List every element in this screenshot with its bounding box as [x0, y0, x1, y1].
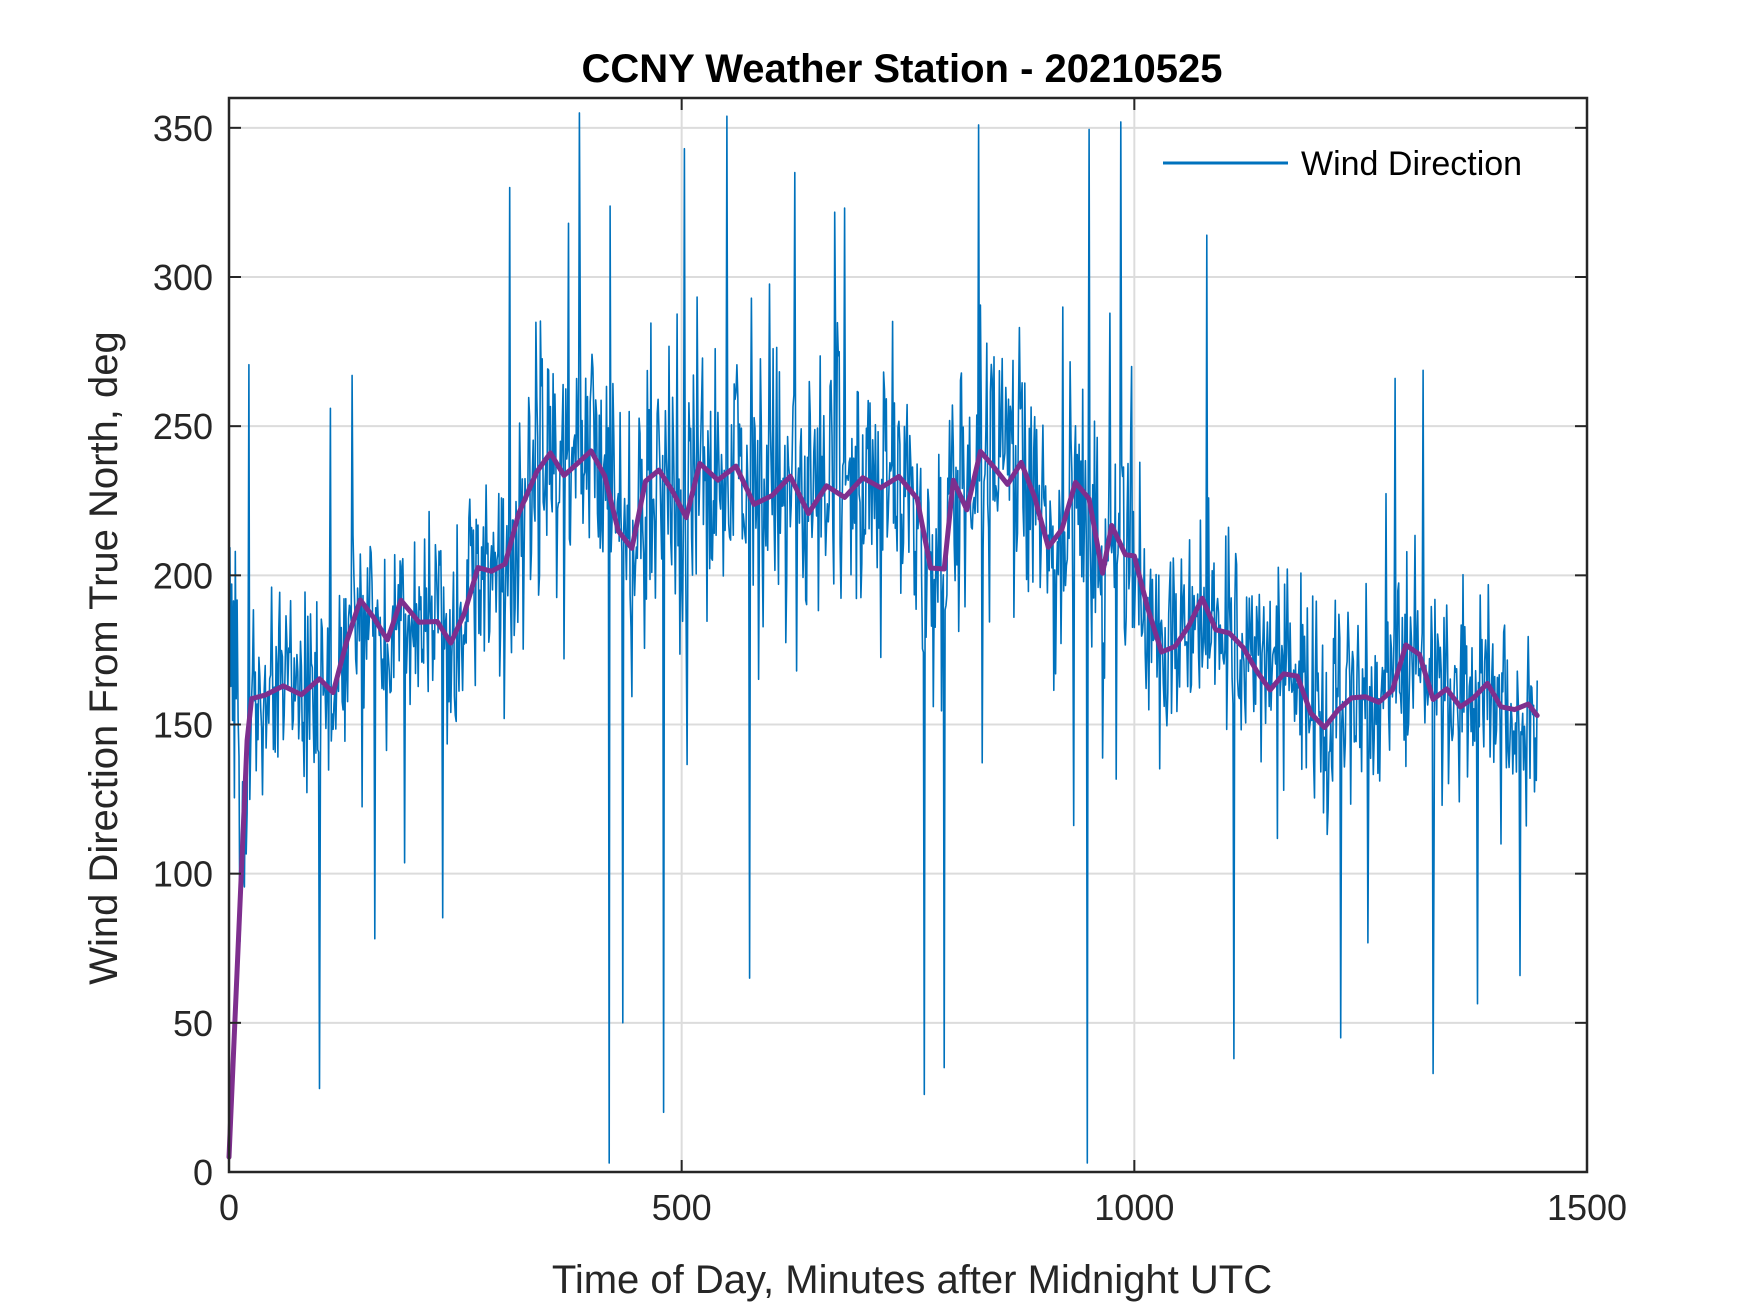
smoothed-trend-line: [226, 448, 1540, 1160]
legend: Wind Direction: [1163, 145, 1522, 183]
x-tick-labels: 0 500 1000 1500: [219, 1187, 1627, 1228]
wind-direction-series: [228, 112, 1538, 1164]
y-tick-label: 350: [153, 108, 213, 149]
x-tick-label: 500: [652, 1187, 712, 1228]
y-tick-label: 50: [173, 1003, 213, 1044]
y-tick-labels: 0 50 100 150 200 250 300 350: [153, 108, 213, 1193]
x-tick-label: 1500: [1547, 1187, 1627, 1228]
legend-label-wind-direction: Wind Direction: [1301, 145, 1522, 183]
y-tick-label: 0: [193, 1152, 213, 1193]
y-tick-label: 150: [153, 705, 213, 746]
x-tick-label: 1000: [1094, 1187, 1174, 1228]
smoothed-series: [226, 448, 1540, 1160]
axis-ticks: [228, 98, 1588, 1173]
chart-title: CCNY Weather Station - 20210525: [582, 47, 1223, 91]
y-tick-label: 250: [153, 406, 213, 447]
y-tick-label: 100: [153, 854, 213, 895]
y-tick-label: 300: [153, 257, 213, 298]
x-axis-label: Time of Day, Minutes after Midnight UTC: [552, 1258, 1272, 1302]
wind-direction-line: [228, 112, 1538, 1164]
y-axis-label: Wind Direction From True North, deg: [82, 331, 126, 985]
x-tick-label: 0: [219, 1187, 239, 1228]
y-tick-label: 200: [153, 555, 213, 596]
plot-frame: [227, 96, 1589, 1174]
